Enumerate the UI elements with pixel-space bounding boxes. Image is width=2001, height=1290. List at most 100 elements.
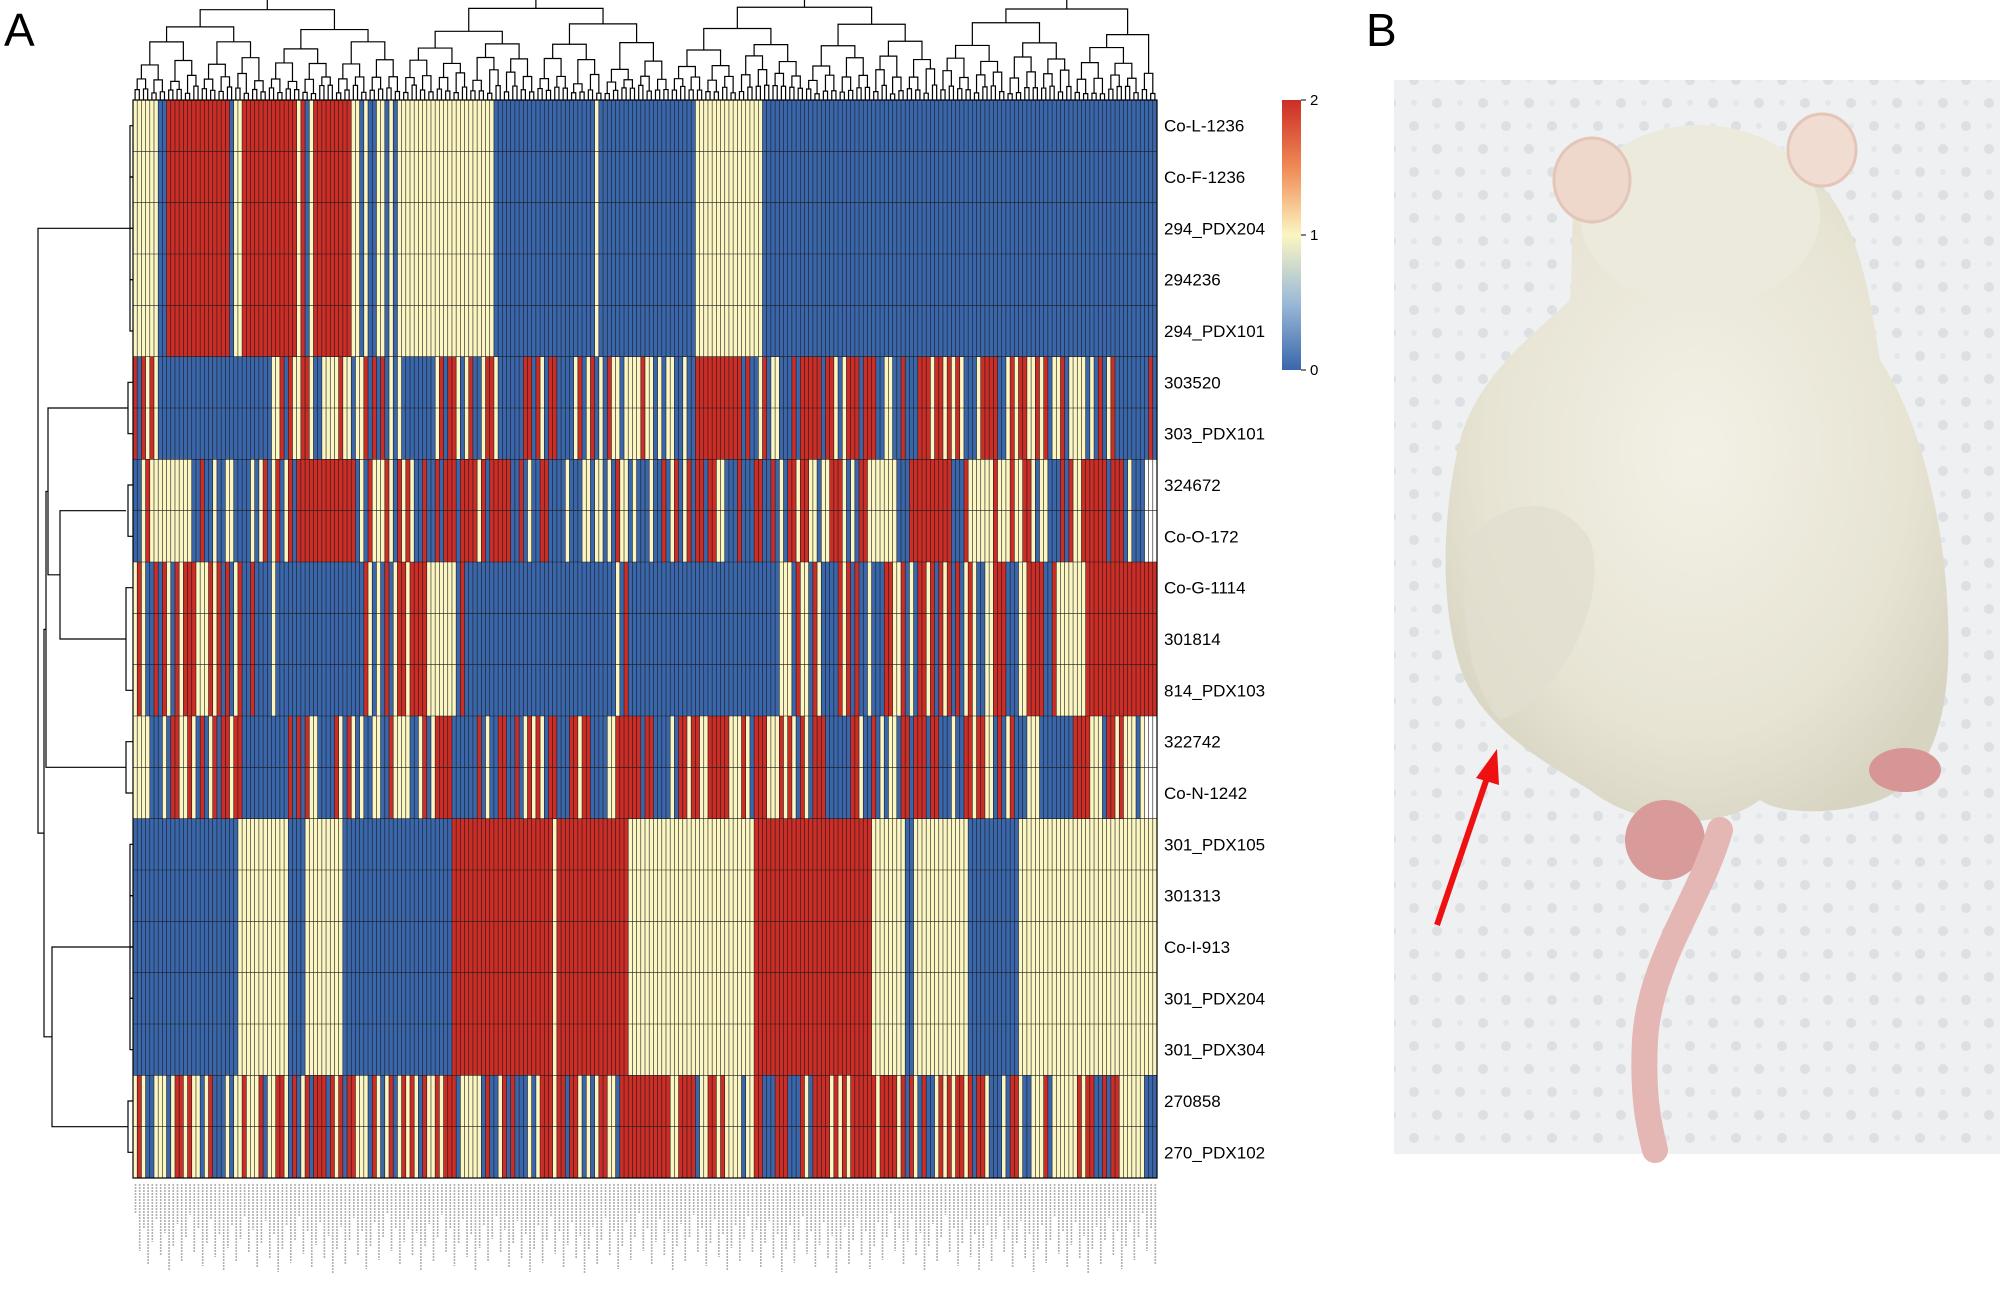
column-dendrogram-link: [388, 76, 398, 92]
column-dendrogram-link: [824, 74, 835, 92]
column-dendrogram-link: [1082, 93, 1089, 100]
heatmap-cell-block: [909, 562, 914, 716]
column-dendrogram-link: [220, 76, 231, 92]
column-dendrogram-link: [604, 92, 610, 100]
column-dendrogram-link: [730, 92, 736, 100]
column-dendrogram-link: [361, 91, 367, 100]
heatmap-cell-block: [1005, 562, 1019, 716]
column-dendrogram-link: [1032, 87, 1038, 100]
column-dendrogram-link: [140, 64, 159, 80]
column-dendrogram-link: [461, 86, 468, 100]
heatmap-cell-block: [808, 562, 814, 716]
column-dendrogram-link: [875, 69, 885, 92]
heatmap-cell-block: [225, 562, 230, 716]
column-dendrogram-link: [745, 55, 764, 75]
mouse-right-ear: [1786, 112, 1858, 188]
heatmap-cell-block: [1052, 562, 1057, 716]
heatmap-cell-block: [162, 562, 167, 716]
heatmap-cell-block: [137, 562, 142, 716]
heatmap-cell-block: [791, 562, 797, 716]
column-dendrogram-link: [638, 84, 644, 100]
heatmap-cell-block: [221, 562, 226, 716]
row-dendrogram-link: [127, 1100, 133, 1153]
column-dendrogram-link: [864, 86, 871, 100]
heatmap-cell-block: [384, 100, 390, 357]
column-dendrogram-link: [371, 76, 382, 91]
heatmap-grid: [132, 99, 1158, 1179]
panel-a-letter: A: [4, 4, 35, 56]
column-dendrogram-link: [1009, 77, 1020, 94]
column-dendrogram-link: [300, 28, 369, 49]
heatmap-cell-block: [556, 818, 629, 1076]
column-dendrogram-link: [1049, 85, 1055, 100]
column-dendrogram-link: [1106, 34, 1150, 74]
heatmap-cell-block: [619, 562, 625, 716]
column-dendrogram-link: [791, 75, 801, 89]
heatmap-cell-block: [598, 100, 696, 357]
column-dendrogram-link: [820, 45, 856, 66]
color-scale-tick-label: 2: [1310, 92, 1318, 109]
column-dendrogram-link: [1108, 88, 1114, 100]
column-dendrogram-link: [671, 89, 678, 100]
heatmap-cell-block: [838, 562, 843, 716]
column-dendrogram-link: [973, 92, 980, 100]
column-dendrogram-link: [165, 26, 235, 42]
column-dendrogram-link: [216, 41, 252, 65]
heatmap-cell-block: [179, 562, 184, 716]
column-dendrogram-link: [201, 88, 208, 100]
heatmap-cell-block: [393, 562, 398, 716]
column-dendrogram-link: [319, 84, 325, 100]
column-dendrogram-link: [577, 58, 596, 84]
column-dendrogram-link: [873, 91, 879, 100]
column-dendrogram-link: [925, 68, 936, 94]
column-dendrogram-link: [505, 71, 516, 92]
column-dendrogram-link: [520, 89, 526, 100]
heatmap-cell-block: [208, 562, 214, 716]
heatmap-cell-block: [233, 562, 239, 716]
mouse-head: [1580, 125, 1820, 305]
row-dendrogram-link: [125, 587, 133, 691]
column-dendrogram-link: [879, 55, 898, 78]
column-dendrogram-link: [556, 75, 566, 89]
column-dendrogram-link: [789, 86, 795, 100]
column-dendrogram-link: [193, 85, 199, 100]
row-label: 270_PDX102: [1164, 1143, 1265, 1162]
column-dendrogram-link: [1005, 8, 1129, 35]
column-dendrogram-link: [948, 85, 955, 100]
row-label: Co-L-1236: [1164, 117, 1244, 136]
mouse-photo: [1394, 80, 2000, 1163]
column-dendrogram-link: [369, 89, 375, 100]
column-dendrogram-link: [1093, 77, 1104, 94]
heatmap-cell-block: [930, 562, 935, 716]
row-label: Co-I-913: [1164, 938, 1230, 957]
row-dendrogram-link: [125, 741, 133, 794]
heatmap-cell-block: [376, 562, 381, 716]
column-dendrogram-link: [283, 48, 319, 64]
column-dendrogram-link: [528, 91, 535, 100]
column-dendrogram-link: [386, 87, 392, 100]
row-label: 294236: [1164, 271, 1221, 290]
column-dendrogram-link: [747, 86, 753, 100]
mouse-left-ear: [1552, 136, 1632, 224]
column-dendrogram-link: [468, 7, 604, 32]
column-dendrogram-link: [812, 65, 831, 81]
heatmap-cell-block: [153, 562, 159, 716]
heatmap-cell-block: [305, 100, 310, 357]
column-dendrogram-link: [847, 89, 854, 100]
column-dendrogram-link: [186, 74, 197, 94]
column-dendrogram-link: [831, 90, 837, 100]
heatmap-cell-block: [166, 562, 172, 716]
column-dendrogram-link: [837, 23, 906, 46]
heatmap-cell-block: [850, 562, 856, 716]
heatmap-cell-block: [300, 100, 306, 357]
column-dendrogram-link: [606, 81, 617, 94]
heatmap-cell-block: [867, 562, 872, 716]
column-dendrogram-link: [841, 76, 852, 93]
column-dendrogram-link: [543, 57, 562, 79]
column-dendrogram-link: [797, 87, 803, 100]
column-dendrogram-link: [663, 88, 669, 100]
column-dendrogram-link: [302, 91, 308, 100]
heatmap-cell-block: [271, 562, 276, 716]
column-dendrogram-link: [562, 87, 568, 100]
column-dendrogram-link: [740, 74, 751, 92]
